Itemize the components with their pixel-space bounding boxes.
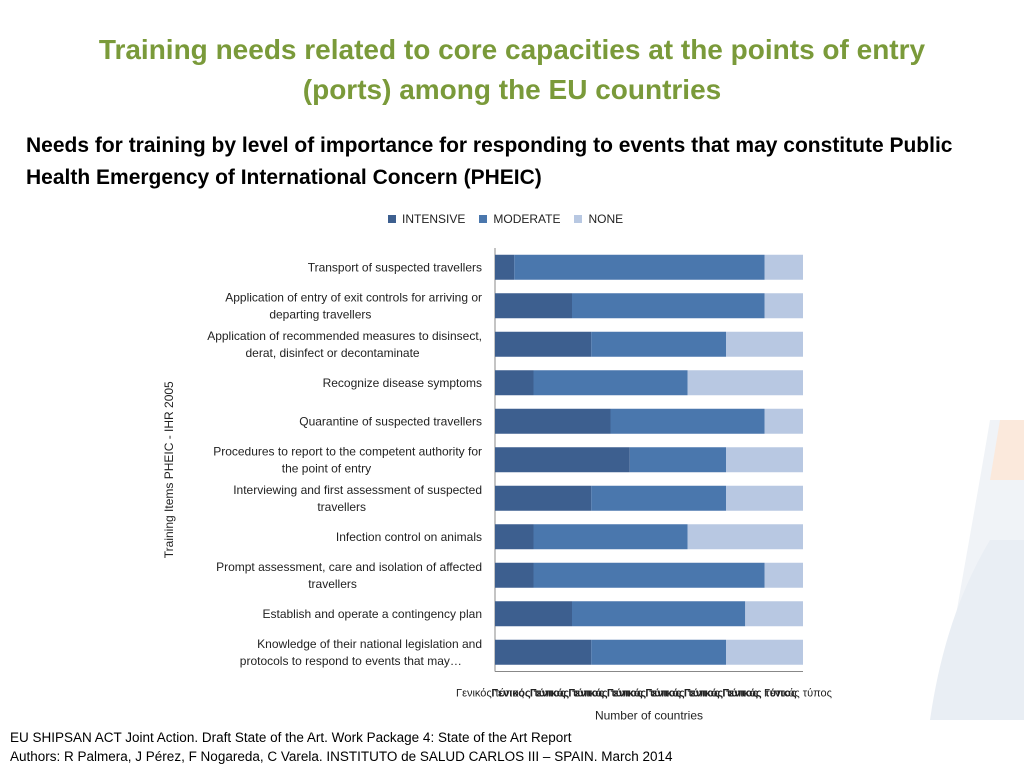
bar-intensive-5 — [495, 447, 630, 473]
bar-moderate-4 — [610, 408, 765, 434]
bar-moderate-10 — [591, 639, 726, 665]
footer: EU SHIPSAN ACT Joint Action. Draft State… — [0, 724, 1024, 768]
bar-none-0 — [764, 254, 803, 280]
footer-citation: EU SHIPSAN ACT Joint Action. Draft State… — [10, 730, 572, 745]
bar-moderate-9 — [572, 601, 746, 627]
category-label-line: Transport of suspected travellers — [308, 260, 482, 274]
bar-intensive-2 — [495, 331, 592, 357]
chart-legend: INTENSIVE MODERATE NONE — [388, 212, 623, 226]
category-label-line: travellers — [317, 500, 366, 514]
x-tick-label-1: Γενικός τύπος — [491, 688, 565, 700]
bar-intensive-1 — [495, 293, 572, 319]
category-label-line: protocols to respond to events that may… — [240, 654, 462, 668]
category-label-3: Recognize disease symptoms — [323, 376, 482, 390]
category-label-0: Transport of suspected travellers — [308, 260, 482, 274]
legend-label-none: NONE — [588, 212, 624, 226]
bar-intensive-4 — [495, 408, 611, 434]
x-tick-label-3: Γενικός τύπος — [568, 688, 642, 700]
footer-authors: Authors: R Palmera, J Pérez, F Nogareda,… — [10, 749, 673, 764]
category-label-5: Procedures to report to the competent au… — [213, 444, 482, 475]
bar-moderate-3 — [533, 370, 688, 396]
category-label-line: derat, disinfect or decontaminate — [245, 346, 419, 360]
category-label-7: Infection control on animals — [336, 530, 482, 544]
bar-none-9 — [745, 601, 803, 627]
x-tick-label-4: Γενικός τύπος — [607, 688, 681, 700]
category-label-line: Prompt assessment, care and isolation of… — [216, 560, 482, 574]
category-label-line: Quarantine of suspected travellers — [299, 414, 482, 428]
x-tick-label-2: Γενικός τύπος — [530, 688, 604, 700]
bar-none-1 — [764, 293, 803, 319]
bar-none-5 — [726, 447, 803, 473]
legend-swatch-moderate — [479, 215, 488, 223]
x-tick-label-8: Γενικός τύπος — [764, 688, 832, 700]
category-label-8: Prompt assessment, care and isolation of… — [216, 560, 482, 591]
legend-swatch-none — [574, 215, 583, 223]
stacked-bar-chart: Transport of suspected travellers Applica… — [162, 248, 832, 723]
slide-title-line1: Training needs related to core capacitie… — [98, 34, 926, 65]
slide-subtitle-line2: Health Emergency of International Concer… — [26, 166, 542, 189]
category-label-line: Establish and operate a contingency plan — [263, 607, 483, 621]
bar-none-2 — [726, 331, 803, 357]
category-label-6: Interviewing and first assessment of sus… — [233, 483, 482, 514]
category-label-9: Establish and operate a contingency plan — [263, 607, 483, 621]
slide-title: Training needs related to core capacitie… — [40, 30, 984, 110]
category-label-line: departing travellers — [269, 307, 371, 321]
legend-item-moderate: MODERATE — [479, 212, 560, 226]
x-tick-label-7: Γενικός τύπος — [722, 688, 796, 700]
category-label-line: Interviewing and first assessment of sus… — [233, 483, 482, 497]
legend-swatch-intensive — [388, 215, 396, 223]
bar-none-6 — [726, 485, 803, 511]
category-label-2: Application of recommended measures to d… — [207, 329, 482, 360]
legend-label-moderate: MODERATE — [493, 212, 561, 226]
bar-intensive-3 — [495, 370, 534, 396]
category-label-line: Recognize disease symptoms — [323, 376, 482, 390]
ship-watermark-graphic — [930, 420, 1024, 720]
bar-moderate-8 — [533, 562, 765, 588]
bar-none-10 — [726, 639, 803, 665]
x-tick-label-6: Γενικός τύπος — [684, 688, 758, 700]
category-label-1: Application of entry of exit controls fo… — [225, 290, 482, 321]
category-label-4: Quarantine of suspected travellers — [299, 414, 482, 428]
category-label-line: Procedures to report to the competent au… — [213, 444, 482, 458]
category-label-line: travellers — [308, 577, 357, 591]
bar-moderate-7 — [533, 524, 688, 550]
slide-subtitle-line1: Needs for training by level of importanc… — [26, 134, 953, 157]
category-label-line: Knowledge of their national legislation … — [257, 637, 482, 651]
bar-intensive-0 — [495, 254, 515, 280]
bar-none-7 — [687, 524, 803, 550]
x-tick-label-5: Γενικός τύπος — [645, 688, 719, 700]
bar-intensive-10 — [495, 639, 592, 665]
bar-moderate-6 — [591, 485, 726, 511]
bar-moderate-2 — [591, 331, 726, 357]
category-label-line: Infection control on animals — [336, 530, 482, 544]
category-label-line: Application of recommended measures to d… — [207, 329, 482, 343]
bar-none-3 — [687, 370, 803, 396]
category-label-line: Application of entry of exit controls fo… — [225, 290, 482, 304]
legend-item-none: NONE — [574, 212, 623, 226]
slide-subtitle: Needs for training by level of importanc… — [26, 130, 1016, 194]
category-label-line: the point of entry — [282, 461, 371, 475]
legend-label-intensive: INTENSIVE — [402, 212, 466, 226]
bar-none-4 — [764, 408, 803, 434]
bar-moderate-5 — [629, 447, 726, 473]
bar-intensive-9 — [495, 601, 572, 627]
legend-item-intensive: INTENSIVE — [388, 212, 465, 226]
bar-intensive-7 — [495, 524, 534, 550]
y-axis-title: Training Items PHEIC - IHR 2005 — [162, 381, 176, 558]
x-tick-label-0: Γενικός τύπος — [456, 688, 524, 700]
x-axis-title: Number of countries — [595, 709, 703, 723]
bar-intensive-8 — [495, 562, 534, 588]
bar-moderate-1 — [572, 293, 765, 319]
bar-moderate-0 — [514, 254, 765, 280]
bar-intensive-6 — [495, 485, 592, 511]
category-label-10: Knowledge of their national legislation … — [240, 637, 482, 668]
slide-title-line2: (ports) among the EU countries — [302, 74, 722, 105]
bar-none-8 — [764, 562, 803, 588]
